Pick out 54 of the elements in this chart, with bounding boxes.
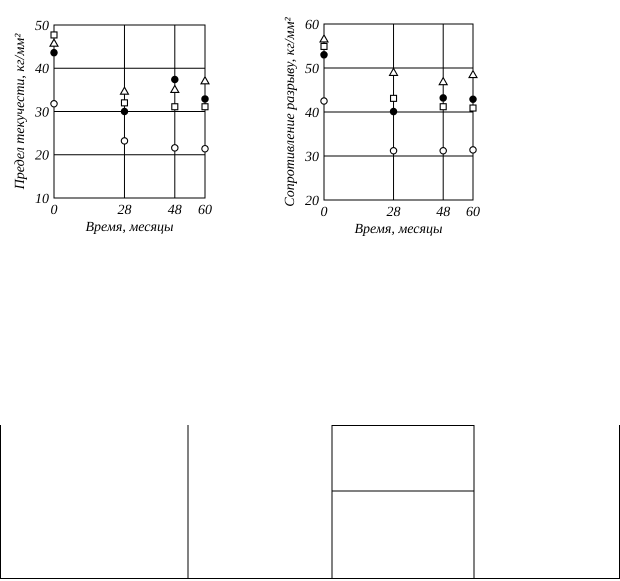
point [440,103,447,110]
point [469,146,477,154]
point [120,137,128,145]
point [50,48,58,56]
point [388,68,398,76]
x-tick-label: 28 [386,205,401,220]
point [49,38,59,47]
point [469,95,477,103]
x-tick-label: 28 [117,203,132,218]
point [390,146,398,154]
point [390,94,398,102]
y-tick-label: 60 [305,18,319,33]
point [120,108,128,116]
x-tick-label: 48 [168,203,182,218]
point [439,94,447,102]
point [319,34,329,43]
point [201,144,209,152]
y-tick-label: 50 [305,62,319,77]
point [201,95,209,103]
y-tick-label: 50 [35,18,49,34]
y-axis-title: Предел текучести, кг/мм² [13,32,28,190]
point [50,100,58,108]
y-tick-label: 30 [304,150,319,165]
x-axis-title: Время, месяцы [354,222,443,237]
point [468,70,478,78]
point [170,84,180,93]
point [50,31,58,38]
point [320,97,328,105]
y-tick-label: 40 [35,62,49,78]
point [320,51,328,59]
point [390,108,398,116]
x-tick-label: 60 [198,203,212,218]
point [201,103,209,110]
point [171,103,178,110]
point [438,77,448,86]
point [200,76,210,84]
y-tick-label: 30 [34,105,49,120]
point [439,146,447,154]
point [171,76,179,84]
y-tick-label: 10 [35,192,49,207]
point [469,104,477,112]
x-axis-title: Время, месяцы [85,220,174,235]
x-tick-label: 48 [436,205,450,220]
point [171,144,179,152]
x-tick-label: 0 [320,205,328,220]
y-tick-label: 40 [305,106,319,121]
y-tick-label: 20 [305,194,319,209]
point [320,42,328,50]
y-axis-title: Сопротивление разрыву, кг/мм² [283,16,298,207]
point [120,86,130,95]
x-tick-label: 0 [50,203,58,218]
x-tick-label: 60 [466,205,480,220]
point [120,99,128,106]
y-tick-label: 20 [35,148,49,164]
